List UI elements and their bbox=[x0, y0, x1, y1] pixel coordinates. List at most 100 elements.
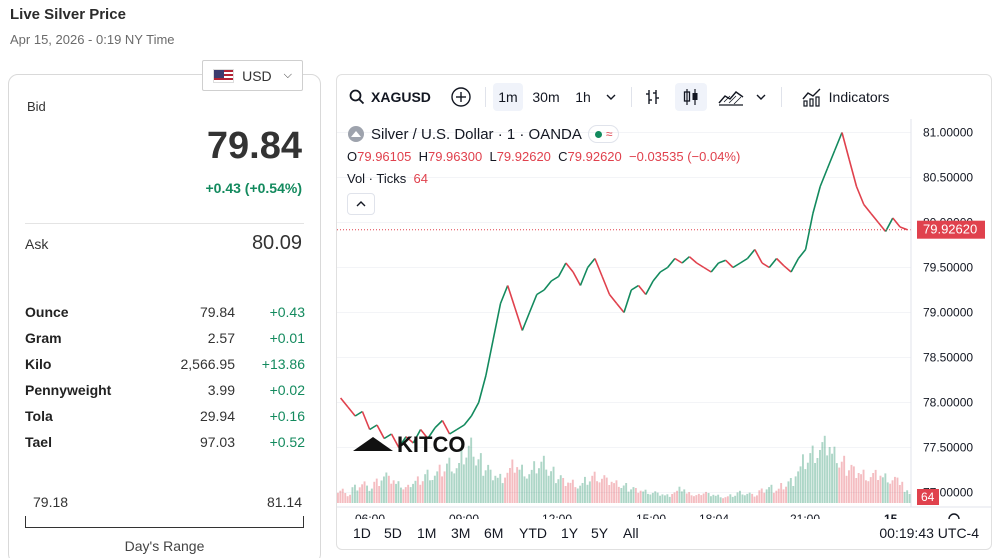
chart-settings-icon[interactable] bbox=[948, 513, 960, 519]
unit-name: Pennyweight bbox=[25, 382, 112, 398]
volume-bar bbox=[630, 489, 632, 503]
volume-bar bbox=[460, 448, 463, 503]
volume-bar bbox=[412, 483, 414, 503]
volume-bar bbox=[787, 481, 790, 503]
range-1y-button[interactable]: 1Y bbox=[561, 525, 579, 541]
page-timestamp: Apr 15, 2026 - 0:19 NY Time bbox=[10, 32, 175, 47]
last-price-badge bbox=[917, 220, 985, 239]
range-all-button[interactable]: All bbox=[623, 525, 639, 541]
range-ytd-button[interactable]: YTD bbox=[519, 525, 547, 541]
volume-bar bbox=[731, 496, 734, 503]
bar-chart-type-button[interactable] bbox=[639, 83, 667, 111]
volume-bar bbox=[785, 486, 787, 503]
range-5d-button[interactable]: 5D bbox=[384, 525, 402, 541]
chart-widget: XAGUSD 1m 30m 1h Indicators 81.00000 8 bbox=[336, 74, 992, 550]
time-axis-tick: 15:00 bbox=[636, 512, 666, 519]
volume-bar bbox=[574, 487, 577, 503]
indicators-label: Indicators bbox=[828, 89, 890, 105]
unit-name: Ounce bbox=[25, 304, 69, 320]
ohlc-low-label: L bbox=[489, 149, 497, 164]
volume-bar bbox=[753, 496, 756, 503]
volume-bar bbox=[886, 482, 889, 503]
interval-1h[interactable]: 1h bbox=[575, 89, 591, 105]
price-candle bbox=[666, 257, 676, 269]
volume-bar bbox=[424, 474, 427, 503]
volume-bar bbox=[794, 476, 797, 503]
range-5y-button[interactable]: 5Y bbox=[591, 525, 609, 541]
volume-bar bbox=[869, 477, 872, 503]
volume-bar bbox=[627, 491, 630, 503]
volume-bar bbox=[484, 470, 487, 503]
volume-bar bbox=[756, 495, 758, 503]
price-candle bbox=[833, 132, 843, 151]
candle-chart-type-button[interactable] bbox=[675, 83, 707, 111]
volume-bar bbox=[559, 475, 562, 503]
volume-bar bbox=[891, 480, 894, 503]
compare-button[interactable] bbox=[447, 83, 475, 111]
chevron-down-icon: ⌵ bbox=[283, 69, 292, 81]
volume-bar bbox=[448, 457, 451, 503]
range-3m-button[interactable]: 3M bbox=[451, 525, 471, 541]
volume-bar bbox=[835, 463, 838, 503]
collapse-legend-button[interactable] bbox=[347, 193, 375, 215]
chart-type-dropdown[interactable] bbox=[751, 83, 771, 111]
volume-bar bbox=[702, 493, 705, 503]
volume-bar bbox=[828, 447, 831, 503]
volume-bar bbox=[368, 490, 371, 503]
interval-1m[interactable]: 1m bbox=[493, 83, 523, 111]
interval-dropdown[interactable] bbox=[599, 83, 623, 111]
price-candle bbox=[826, 150, 836, 169]
volume-bar bbox=[906, 490, 909, 503]
volume-bar bbox=[509, 468, 511, 503]
volume-bar bbox=[458, 463, 460, 503]
volume-bar bbox=[569, 482, 572, 503]
volume-bar bbox=[596, 481, 598, 503]
volume-bar bbox=[739, 490, 741, 503]
volume-bar bbox=[700, 495, 703, 503]
indicators-button[interactable]: Indicators bbox=[793, 83, 897, 111]
price-candle bbox=[383, 433, 392, 440]
range-6m-button[interactable]: 6M bbox=[484, 525, 504, 541]
volume-bar bbox=[545, 469, 548, 503]
currency-selector[interactable]: USD ⌵ bbox=[202, 60, 303, 91]
volume-bar bbox=[492, 480, 494, 503]
volume-bar bbox=[380, 480, 383, 503]
volume-bar bbox=[763, 492, 766, 503]
range-1m-button[interactable]: 1M bbox=[417, 525, 437, 541]
volume-bar bbox=[884, 473, 887, 503]
kitco-watermark: KITCO bbox=[397, 432, 465, 457]
price-candle bbox=[841, 132, 850, 160]
toolbar-separator bbox=[631, 87, 632, 107]
volume-bar bbox=[550, 471, 552, 503]
volume-bar bbox=[823, 435, 826, 503]
range-1d-button[interactable]: 1D bbox=[353, 525, 371, 541]
us-flag-icon bbox=[213, 68, 235, 83]
day-range-low: 79.18 bbox=[33, 494, 69, 510]
symbol-search[interactable]: XAGUSD bbox=[345, 83, 437, 111]
volume-bar bbox=[792, 486, 795, 503]
price-candle bbox=[623, 289, 633, 313]
toolbar-separator bbox=[781, 87, 782, 107]
table-row: Ounce 79.84 +0.43 bbox=[25, 299, 305, 325]
market-status-pill[interactable]: ≈ bbox=[587, 125, 620, 143]
volume-bar bbox=[661, 494, 664, 503]
price-chart[interactable]: 81.0000080.5000080.0000079.5000079.00000… bbox=[337, 119, 991, 519]
volume-bar bbox=[416, 476, 419, 503]
volume-bar bbox=[772, 492, 775, 503]
volume-bar bbox=[603, 475, 606, 503]
volume-bar bbox=[354, 484, 356, 503]
volume-bar bbox=[564, 486, 567, 503]
ohlc-open-label: O bbox=[347, 149, 358, 164]
wave-icon: ≈ bbox=[605, 127, 613, 141]
unit-price-table: Ounce 79.84 +0.43 Gram 2.57 +0.01 Kilo 2… bbox=[25, 299, 305, 455]
volume-bar bbox=[462, 464, 465, 503]
price-axis-tick: 78.00000 bbox=[923, 396, 973, 410]
price-candle bbox=[659, 266, 669, 273]
price-candle bbox=[463, 415, 473, 426]
volume-value: 64 bbox=[413, 171, 428, 186]
interval-30m[interactable]: 30m bbox=[532, 89, 560, 105]
page-title: Live Silver Price bbox=[10, 6, 126, 23]
volume-bar bbox=[472, 456, 475, 503]
area-chart-type-button[interactable] bbox=[715, 83, 747, 111]
volume-bar bbox=[741, 494, 744, 503]
